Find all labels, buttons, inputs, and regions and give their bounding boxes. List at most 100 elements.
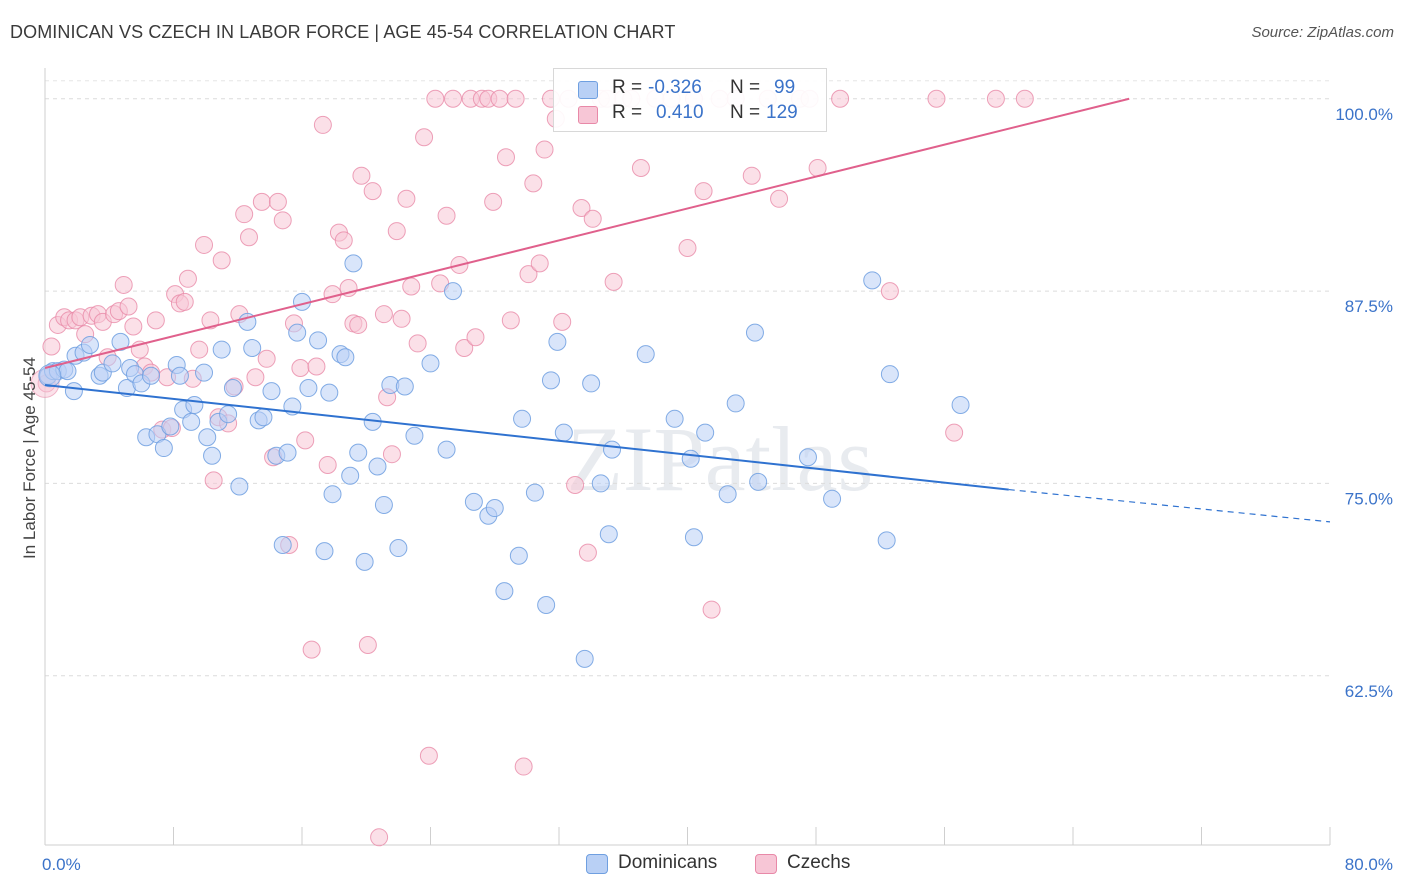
czechs-point <box>124 317 143 336</box>
czechs-point <box>419 746 438 765</box>
axes <box>44 68 1331 846</box>
y-tick-label: 62.5% <box>1345 682 1393 701</box>
dominicans-point <box>537 595 556 614</box>
czechs-point <box>352 166 371 185</box>
dominicans-point <box>368 457 387 476</box>
czechs-point <box>604 272 623 291</box>
dominicans-point <box>103 354 122 373</box>
dominicans-point <box>485 499 504 518</box>
czechs-point <box>945 423 964 442</box>
dominicans-point <box>880 365 899 384</box>
dominicans-point <box>299 379 318 398</box>
czechs-point <box>572 199 591 218</box>
x-tick-label: 80.0% <box>1345 855 1393 874</box>
dominicans-point <box>288 323 307 342</box>
x-tick-labels: 0.0% 80.0% <box>42 855 1393 874</box>
dominicans-point <box>718 485 737 504</box>
czechs-point <box>212 251 231 270</box>
czechs-point <box>535 140 554 159</box>
dominicans-point <box>599 525 618 544</box>
czechs-point <box>501 311 520 330</box>
czechs-point <box>402 277 421 296</box>
czechs-point <box>880 282 899 301</box>
dominicans-point <box>219 405 238 424</box>
dominicans-point <box>80 335 99 354</box>
dominicans-point <box>421 354 440 373</box>
legend-row-czechs: R = 0.410 N = 129 <box>554 102 826 128</box>
czechs-point <box>490 89 509 108</box>
czechs-point <box>986 89 1005 108</box>
legend-n-value: 129 <box>766 102 798 123</box>
x-tick-label: 0.0% <box>42 855 81 874</box>
czechs-point <box>524 174 543 193</box>
dominicans-point <box>273 535 292 554</box>
dominicans-point <box>443 282 462 301</box>
czechs-point <box>114 275 133 294</box>
czechs-point <box>204 471 223 490</box>
dominicans-swatch <box>578 81 598 99</box>
czechs-point <box>257 349 276 368</box>
czechs-point <box>296 431 315 450</box>
czechs-point <box>201 311 220 330</box>
czechs-point <box>437 206 456 225</box>
dominicans-point <box>636 345 655 364</box>
czechs-point <box>770 189 789 208</box>
czechs-swatch <box>578 106 598 124</box>
dominicans-point <box>111 332 130 351</box>
legend-r-label: R = <box>612 102 643 123</box>
czechs-point <box>397 189 416 208</box>
legend-r-value: 0.410 <box>656 102 704 123</box>
czechs-point <box>42 337 61 356</box>
czechs-point <box>426 89 445 108</box>
czechs-point <box>387 222 406 241</box>
dominicans-point <box>951 395 970 414</box>
dominicans-point <box>798 448 817 467</box>
dominicans-point <box>554 423 573 442</box>
legend-label-dominicans: Dominicans <box>618 852 718 873</box>
czechs-point <box>466 328 485 347</box>
czechs-point <box>831 89 850 108</box>
czechs-point <box>291 359 310 378</box>
trend-lines <box>44 97 1331 523</box>
dominicans-point <box>726 394 745 413</box>
czechs-point <box>408 334 427 353</box>
dominicans-point <box>315 542 334 561</box>
czechs-point <box>702 600 721 619</box>
dominicans-point <box>495 582 514 601</box>
czechs-point <box>363 182 382 201</box>
czechs-point <box>313 115 332 134</box>
czechs-point <box>578 543 597 562</box>
chart-source: Source: ZipAtlas.com <box>1251 24 1394 41</box>
czechs-point <box>1015 89 1034 108</box>
dominicans-point <box>575 649 594 668</box>
dominicans-swatch <box>586 854 608 874</box>
czechs-point <box>553 312 572 331</box>
czechs-point <box>307 357 326 376</box>
dominicans-point <box>513 409 532 428</box>
dominicans-point <box>278 443 297 462</box>
y-tick-label: 87.5% <box>1345 297 1393 316</box>
dominicans-point <box>262 382 281 401</box>
czechs-point <box>927 89 946 108</box>
czechs-point <box>631 159 650 178</box>
legend-n-value: 99 <box>774 77 796 98</box>
legend-n-label: N = <box>730 102 761 123</box>
y-tick-labels: 62.5% 75.0% 87.5% 100.0% <box>1335 105 1393 701</box>
dominicans-point <box>185 395 204 414</box>
legend-label-czechs: Czechs <box>787 852 851 873</box>
czechs-point <box>694 182 713 201</box>
dominicans-point <box>212 340 231 359</box>
czechs-point <box>374 305 393 324</box>
dominicans-point <box>344 254 363 273</box>
dominicans-point <box>243 339 262 358</box>
y-tick-label: 100.0% <box>1335 105 1393 124</box>
dominicans-point <box>38 364 62 388</box>
dominicans-point <box>198 428 217 447</box>
czechs-point <box>268 192 287 211</box>
czechs-point <box>382 445 401 464</box>
dominicans-point <box>336 348 355 367</box>
dominicans-point <box>374 495 393 514</box>
dominicans-point <box>254 408 273 427</box>
czechs-trend-line <box>44 97 1130 370</box>
